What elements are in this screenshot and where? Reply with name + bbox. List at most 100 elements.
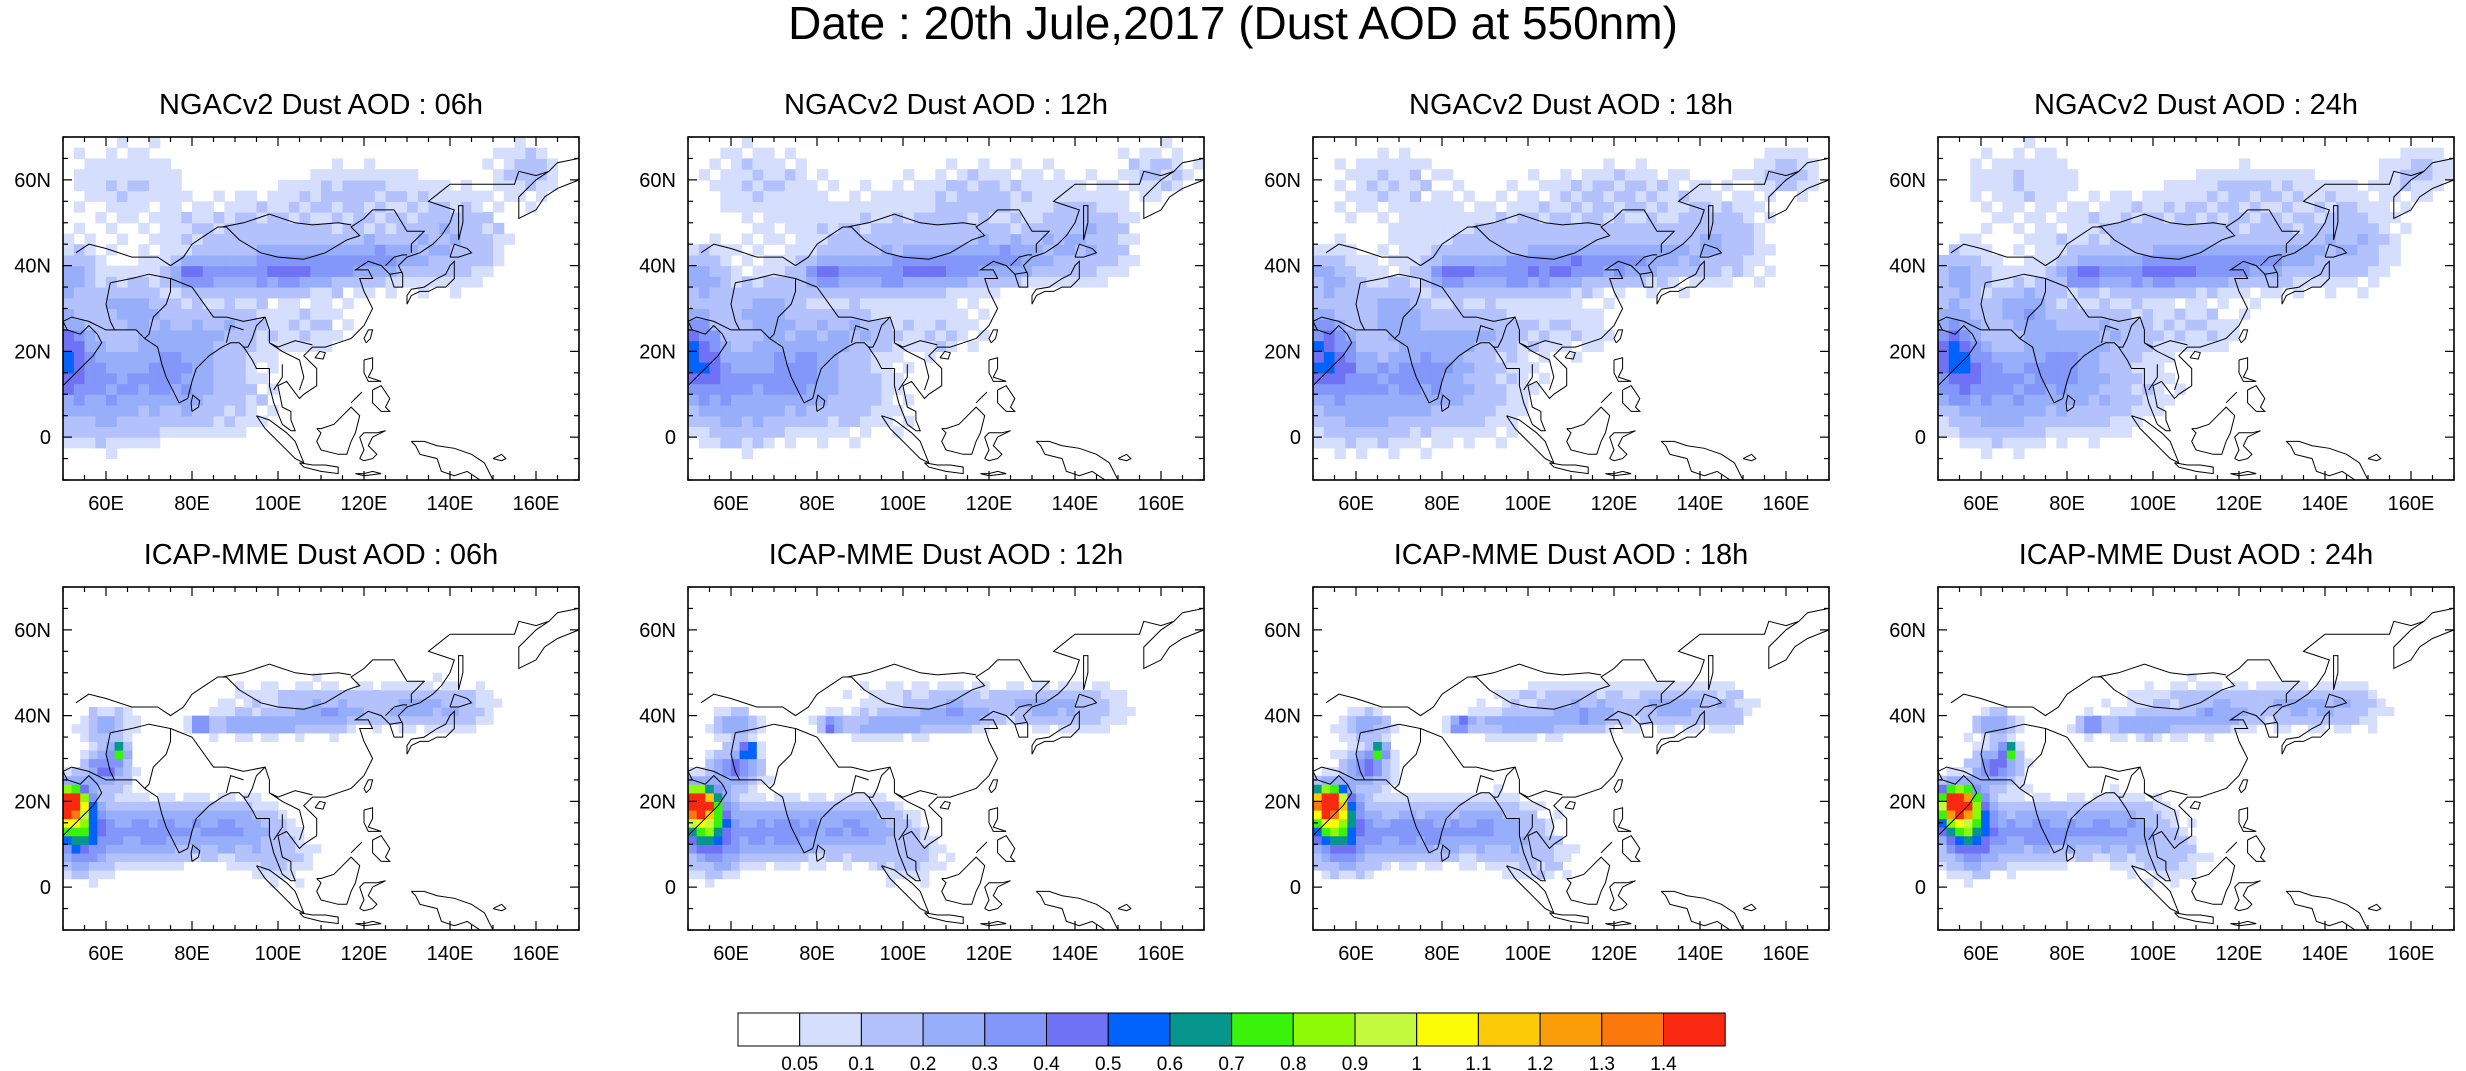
map-panel: 60E 80E 100E 120E 140E 160E 60N 40N 20N 0 [1889,136,2455,515]
lon-tick-label: 140E [1052,493,1099,515]
map-panel: 60E 80E 100E 120E 140E 160E 60N 40N 20N 0 [639,136,1205,515]
coastlines [1313,607,1829,930]
aod-field [63,137,559,460]
lat-tick-label: 0 [1290,427,1301,449]
lon-tick-label: 80E [799,943,835,965]
map-panel: 60E 80E 100E 120E 140E 160E 60N 40N 20N 0 [639,586,1205,965]
lat-tick-label: 40N [639,256,676,278]
lon-tick-label: 120E [341,943,388,965]
aod-field [1313,147,1819,460]
coastlines [63,607,579,930]
lon-tick-label: 120E [966,493,1013,515]
lat-tick-label: 0 [665,427,676,449]
lon-tick-label: 100E [2130,493,2177,515]
lon-tick-label: 140E [2302,493,2349,515]
lon-tick-label: 160E [1763,943,1810,965]
map-panel: 60E 80E 100E 120E 140E 160E 60N 40N 20N 0 [1264,136,1830,515]
coastlines [63,157,579,480]
lon-tick-label: 80E [174,493,210,515]
lon-tick-label: 60E [1338,943,1374,965]
lat-tick-label: 20N [1264,791,1301,813]
lon-tick-label: 120E [1591,943,1638,965]
lat-tick-label: 60N [14,620,51,642]
lat-tick-label: 40N [14,256,51,278]
lat-tick-label: 60N [639,620,676,642]
coastlines [688,157,1204,480]
lon-tick-label: 160E [2388,943,2435,965]
lon-tick-label: 160E [1138,493,1185,515]
lon-tick-label: 80E [1424,493,1460,515]
lat-tick-label: 60N [1264,170,1301,192]
lon-tick-label: 80E [799,493,835,515]
map-panel: 60E 80E 100E 120E 140E 160E 60N 40N 20N 0 [14,586,580,965]
lon-tick-label: 100E [880,493,927,515]
lon-tick-label: 60E [1963,943,1999,965]
lat-tick-label: 20N [1889,341,1926,363]
lon-tick-label: 80E [2049,943,2085,965]
aod-field [1313,681,1761,880]
lon-tick-label: 100E [255,943,302,965]
lat-tick-label: 20N [1264,341,1301,363]
lat-tick-label: 0 [665,877,676,899]
lon-tick-label: 140E [427,943,474,965]
lat-tick-label: 0 [1915,877,1926,899]
panel-title: NGACv2 Dust AOD : 12h [784,89,1108,121]
lat-tick-label: 40N [639,706,676,728]
lat-tick-label: 40N [14,706,51,728]
lon-tick-label: 120E [2216,943,2263,965]
aod-field [1938,137,2454,460]
map-panel: 60E 80E 100E 120E 140E 160E 60N 40N 20N 0 [1889,586,2455,965]
lon-tick-label: 140E [427,493,474,515]
lat-tick-label: 60N [14,170,51,192]
lon-tick-label: 100E [880,943,927,965]
lon-tick-label: 120E [341,493,388,515]
lon-tick-label: 60E [88,943,124,965]
panel-title: NGACv2 Dust AOD : 18h [1409,89,1733,121]
lat-tick-label: 60N [639,170,676,192]
map-panel: 60E 80E 100E 120E 140E 160E 60N 40N 20N 0 [14,136,580,515]
lat-tick-label: 20N [639,341,676,363]
lon-tick-label: 80E [2049,493,2085,515]
lon-tick-label: 60E [713,493,749,515]
lon-tick-label: 60E [88,493,124,515]
panel-title: ICAP-MME Dust AOD : 12h [768,539,1124,571]
lon-tick-label: 120E [1591,493,1638,515]
lat-tick-label: 0 [1290,877,1301,899]
lon-tick-label: 160E [513,493,560,515]
lon-tick-label: 140E [1677,943,1724,965]
aod-field [688,681,1136,888]
lat-tick-label: 40N [1889,706,1926,728]
lon-tick-label: 60E [1338,493,1374,515]
lat-tick-label: 40N [1889,256,1926,278]
aod-field [688,137,1204,460]
lat-tick-label: 40N [1264,256,1301,278]
lat-tick-label: 40N [1264,706,1301,728]
lon-tick-label: 100E [1505,493,1552,515]
lon-tick-label: 140E [1052,943,1099,965]
figure-title: Date : 20th Jule,2017 (Dust AOD at 550nm… [788,0,1678,49]
lat-tick-label: 60N [1264,620,1301,642]
lon-tick-label: 100E [1505,943,1552,965]
lat-tick-label: 20N [639,791,676,813]
lon-tick-label: 100E [2130,943,2177,965]
panel-title: ICAP-MME Dust AOD : 24h [2018,539,2374,571]
lon-tick-label: 160E [1763,493,1810,515]
lat-tick-label: 20N [1889,791,1926,813]
lon-tick-label: 100E [255,493,302,515]
lat-tick-label: 20N [14,341,51,363]
lat-tick-label: 60N [1889,620,1926,642]
lat-tick-label: 0 [40,427,51,449]
lat-tick-label: 0 [1915,427,1926,449]
lon-tick-label: 120E [966,943,1013,965]
panel-title: ICAP-MME Dust AOD : 18h [1393,539,1749,571]
lon-tick-label: 140E [2302,943,2349,965]
lon-tick-label: 80E [174,943,210,965]
panel-title: NGACv2 Dust AOD : 06h [159,89,483,121]
map-panel: 60E 80E 100E 120E 140E 160E 60N 40N 20N 0 [1264,586,1830,965]
coastlines [1313,157,1829,480]
lat-tick-label: 60N [1889,170,1926,192]
panel-title: ICAP-MME Dust AOD : 06h [143,539,499,571]
lon-tick-label: 120E [2216,493,2263,515]
coastlines [1938,607,2454,930]
